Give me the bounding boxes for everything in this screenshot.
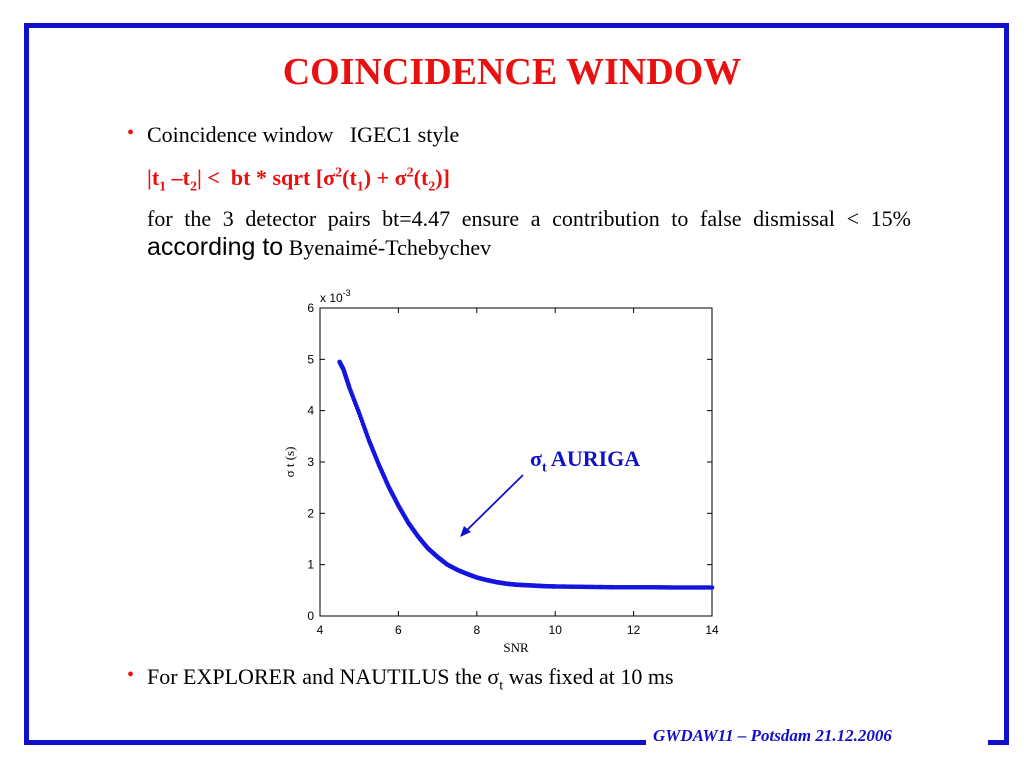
auriga-annotation: σt AURIGA (530, 446, 641, 476)
y-tick-label: 4 (307, 404, 314, 418)
frame-bottom-left (24, 740, 646, 745)
data-series (337, 359, 715, 590)
annotation-arrow (461, 474, 524, 536)
formula: |t1 –t2| < bt * sqrt [σ2(t1) + σ2(t2)] (147, 165, 450, 195)
x-tick-label: 6 (395, 623, 402, 637)
bullet-text: Coincidence window IGEC1 style (147, 122, 460, 147)
arrow-head (460, 526, 471, 537)
x-axis: 4 6 8 10 12 14 (317, 308, 719, 637)
y-tick-label: 1 (307, 558, 314, 572)
x-tick-label: 8 (473, 623, 480, 637)
slide-title: COINCIDENCE WINDOW (282, 51, 742, 93)
frame-left (24, 23, 29, 745)
exponent-label: x 10-3 (320, 288, 351, 305)
y-tick-label: 0 (307, 609, 314, 623)
x-tick-label: 4 (317, 623, 324, 637)
bullet-coincidence: • Coincidence window IGEC1 style (127, 122, 460, 148)
y-tick-label: 5 (307, 352, 314, 366)
bullet-explorer: • For EXPLORER and NAUTILUS the σt was f… (127, 664, 674, 694)
y-axis-label: σ t (s) (282, 447, 297, 478)
y-tick-label: 3 (307, 455, 314, 469)
x-tick-label: 14 (705, 623, 719, 637)
frame-right (1004, 23, 1009, 745)
y-axis: 0 1 2 3 4 5 6 (307, 301, 712, 623)
x-tick-label: 12 (627, 623, 641, 637)
x-tick-label: 10 (549, 623, 563, 637)
footer-text: GWDAW11 – Potsdam 21.12.2006 (653, 726, 892, 745)
bullet-dot: • (127, 122, 135, 144)
bullet-dot: • (127, 664, 135, 686)
frame-top (24, 23, 1009, 28)
plot-area (319, 307, 713, 617)
y-tick-label: 2 (307, 506, 314, 520)
y-tick-label: 6 (307, 301, 314, 315)
frame-bottom-right (988, 740, 1009, 745)
x-axis-label: SNR (503, 640, 529, 655)
paragraph-bt: for the 3 detector pairs bt=4.47 ensure … (147, 206, 912, 261)
data-point (709, 585, 715, 590)
